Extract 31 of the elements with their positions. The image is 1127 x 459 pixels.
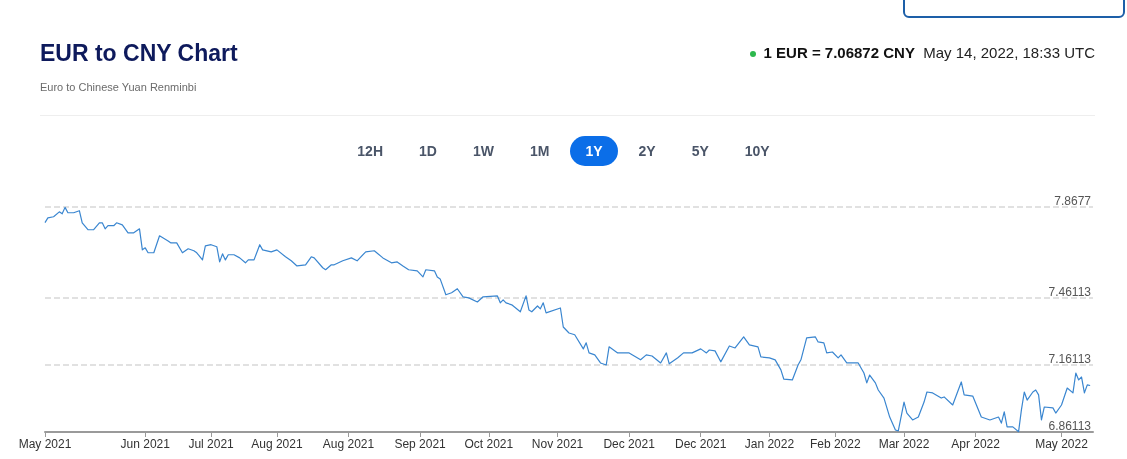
text: 5Y xyxy=(690,142,710,161)
x-tick-label: May 2022 xyxy=(1035,437,1089,451)
text: May 14, 2022, 18:33 UTC xyxy=(923,44,1095,61)
y-tick-label: 6.86113 xyxy=(1048,419,1092,433)
x-tick-label: Aug 2021 xyxy=(251,437,303,451)
x-tick-label: Jun 2021 xyxy=(120,437,171,451)
x-tick-label: Oct 2021 xyxy=(464,437,514,451)
x-tick-label: Nov 2021 xyxy=(531,437,584,451)
x-tick-label: Feb 2022 xyxy=(809,437,861,451)
x-tick-label: Mar 2022 xyxy=(878,437,930,451)
x-tick-label: Jan 2022 xyxy=(744,437,795,451)
text: 12H xyxy=(356,142,384,161)
x-tick-label: Dec 2021 xyxy=(603,437,656,451)
y-tick-label: 7.46113 xyxy=(1048,284,1092,299)
x-tick-label: Aug 2021 xyxy=(322,437,375,451)
text: 10Y xyxy=(743,142,771,161)
text: 1W xyxy=(471,142,495,161)
text: 1Y xyxy=(570,136,618,166)
chart-subtitle: Euro to Chinese Yuan Renminbi xyxy=(40,81,197,93)
text: 1D xyxy=(418,142,438,161)
text: 1M xyxy=(528,142,551,161)
x-tick-label: May 2021 xyxy=(18,437,72,451)
x-tick-label: Apr 2022 xyxy=(951,437,1001,451)
text: 1 EUR = 7.06872 CNY xyxy=(763,44,915,61)
chart-title: EUR to CNY Chart xyxy=(40,40,238,67)
x-tick-label: Jul 2021 xyxy=(188,437,235,451)
text: 2Y xyxy=(637,142,657,161)
x-tick-label: Dec 2021 xyxy=(675,437,727,451)
y-tick-label: 7.16113 xyxy=(1048,351,1092,366)
y-tick-label: 7.8677 xyxy=(1054,194,1092,208)
x-tick-label: Sep 2021 xyxy=(394,437,447,451)
